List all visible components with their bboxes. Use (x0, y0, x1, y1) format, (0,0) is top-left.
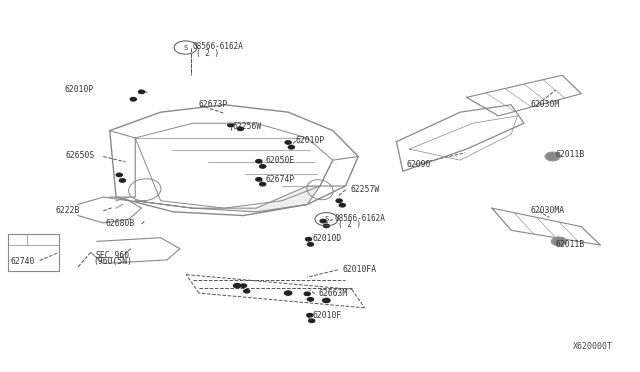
Text: S: S (324, 216, 328, 222)
Circle shape (307, 243, 314, 246)
Text: 62011B: 62011B (556, 151, 585, 160)
Circle shape (323, 224, 330, 228)
Circle shape (116, 173, 122, 177)
Circle shape (305, 237, 312, 241)
Text: (960(5N): (960(5N) (94, 257, 132, 266)
Circle shape (546, 153, 559, 160)
Text: 62256W: 62256W (232, 122, 261, 131)
Text: ( 2 ): ( 2 ) (196, 49, 219, 58)
Text: 62257W: 62257W (351, 185, 380, 194)
Circle shape (336, 199, 342, 203)
Circle shape (255, 160, 262, 163)
Circle shape (130, 97, 136, 101)
Circle shape (288, 145, 294, 149)
Text: 62650S: 62650S (65, 151, 94, 160)
Text: 62010F: 62010F (312, 311, 342, 320)
Text: 62090: 62090 (406, 160, 430, 169)
Text: X620000T: X620000T (573, 342, 613, 351)
Text: 62674P: 62674P (266, 175, 295, 184)
Text: SEC.960: SEC.960 (96, 251, 130, 260)
Text: 62030MA: 62030MA (531, 206, 564, 215)
Text: 62740: 62740 (11, 257, 35, 266)
Text: 62050E: 62050E (266, 156, 295, 166)
Text: 62680B: 62680B (105, 219, 134, 228)
Circle shape (241, 284, 246, 288)
Circle shape (237, 127, 244, 131)
Circle shape (255, 177, 262, 181)
Circle shape (259, 164, 266, 168)
Text: ( 2 ): ( 2 ) (338, 220, 361, 229)
Text: 62030M: 62030M (531, 100, 559, 109)
Circle shape (285, 141, 291, 144)
Text: 62673P: 62673P (199, 100, 228, 109)
Circle shape (339, 203, 346, 207)
Circle shape (320, 219, 326, 223)
Circle shape (284, 291, 292, 295)
Polygon shape (135, 186, 320, 212)
Text: 62010P: 62010P (296, 137, 325, 145)
Text: 62011B: 62011B (556, 240, 585, 249)
Circle shape (307, 313, 313, 317)
Circle shape (552, 238, 565, 245)
Text: 62663M: 62663M (319, 289, 348, 298)
Circle shape (234, 283, 241, 288)
Circle shape (138, 90, 145, 94)
Circle shape (304, 292, 310, 296)
Circle shape (323, 298, 330, 303)
Circle shape (259, 182, 266, 186)
Text: 6222B: 6222B (56, 206, 80, 215)
Text: 62010FA: 62010FA (342, 265, 376, 274)
Circle shape (228, 123, 234, 127)
Circle shape (244, 289, 250, 293)
Circle shape (308, 319, 315, 323)
Text: 62010D: 62010D (312, 234, 342, 243)
Text: S: S (184, 45, 188, 51)
Text: 08566-6162A: 08566-6162A (193, 42, 243, 51)
Circle shape (307, 298, 314, 301)
Text: 08566-6162A: 08566-6162A (334, 214, 385, 223)
Circle shape (119, 179, 125, 182)
Text: 62010P: 62010P (65, 85, 94, 94)
